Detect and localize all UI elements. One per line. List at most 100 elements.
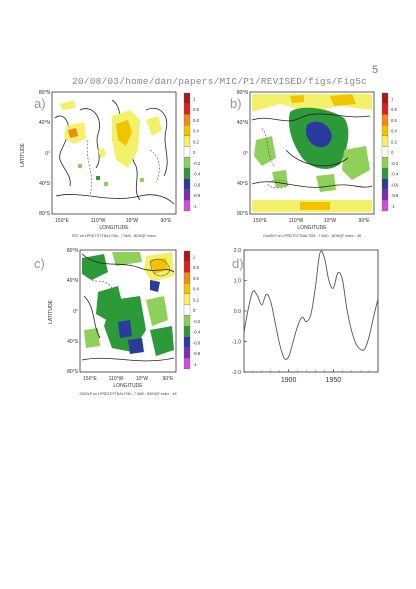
colorbar-label: 0.2 — [193, 297, 199, 302]
colorbar-label: 0.6 — [193, 118, 199, 123]
y-tick-label: -2.0 — [232, 370, 241, 376]
lat-label: 40°S — [237, 181, 249, 187]
map-frame-a — [51, 91, 177, 215]
colorbar-label: -0.6 — [193, 182, 201, 187]
colorbar-label: -0.6 — [193, 340, 201, 345]
lon-label: 10°W — [324, 218, 337, 224]
colorbar-label: 0.8 — [391, 107, 397, 112]
colorbar-swatch — [183, 293, 191, 305]
xlabel-b: LONGITUDE — [297, 225, 327, 231]
colorbar-label: 0 — [193, 308, 196, 313]
lat-labels-c: 80°N 40°N 0° 40°S 80°S — [67, 248, 79, 375]
colorbar-label: -0.4 — [391, 172, 399, 177]
colorbar-label: -0.8 — [193, 193, 201, 198]
colorbar-label: 0.4 — [193, 287, 199, 292]
y-tick-label: 1.0 — [234, 278, 241, 284]
xlabel-c: LONGITUDE — [113, 383, 143, 389]
colorbar-label: -0.6 — [391, 182, 399, 187]
panel-label-c: c) — [34, 256, 45, 271]
colorbar-label: -0.2 — [193, 161, 201, 166]
colorbar-label: 0.2 — [193, 139, 199, 144]
colorbar-label: -0.8 — [391, 193, 399, 198]
colorbar-swatch — [183, 250, 191, 262]
colorbar-swatch — [183, 103, 191, 115]
colorbar-label: 0.4 — [391, 129, 397, 134]
colorbar-swatch — [381, 167, 389, 179]
map-panel-a: a) 80°N 40°N 0° 40°S 80°S 150°E 110°W 10… — [20, 90, 201, 238]
colorbar-swatch — [183, 157, 191, 169]
y-tick-label: 2.0 — [234, 248, 241, 254]
colorbar-swatch — [381, 103, 389, 115]
colorbar-label: -1 — [391, 204, 395, 209]
lat-label: 40°S — [39, 181, 51, 187]
lon-label: 10°W — [136, 376, 149, 382]
colorbar-swatch — [183, 283, 191, 295]
lat-labels-a: 80°N 40°N 0° 40°S 80°S — [39, 90, 51, 217]
lon-label: 90°E — [359, 218, 371, 224]
colorbar-swatch — [381, 92, 389, 104]
colorbar-b: 1 0.8 0.6 0.4 0.2 0 -0.2 -0.4 -0.6 -0.8 -1 — [381, 92, 399, 212]
colorbar-label: 1 — [193, 97, 196, 102]
colorbar-label: -0.4 — [193, 330, 201, 335]
colorbar-swatch — [183, 347, 191, 359]
colorbar-label: 1 — [391, 97, 394, 102]
x-tick-label: 1900 — [281, 377, 297, 384]
colorbar-swatch — [381, 135, 389, 147]
colorbar-swatch — [183, 146, 191, 158]
colorbar-label: 0.2 — [391, 139, 397, 144]
lat-label: 40°N — [39, 120, 51, 126]
colorbar-label: 0.6 — [193, 276, 199, 281]
colorbar-swatch — [183, 167, 191, 179]
colorbar-swatch — [183, 189, 191, 201]
colorbar-swatch — [381, 114, 389, 126]
colorbar-swatch — [183, 178, 191, 190]
colorbar-label: -0.2 — [391, 161, 399, 166]
colorbar-swatch — [381, 200, 389, 212]
chart-plot-area: 2.0 1.0 0.0 -1.0 -2.0 1900 1950 — [232, 248, 379, 384]
lat-label: 0° — [73, 309, 78, 315]
y-tick-label: -1.0 — [232, 339, 241, 345]
lon-labels-c: 150°E 110°W 10°W 90°E — [83, 376, 174, 382]
colorbar-label: 0.8 — [193, 107, 199, 112]
lon-label: 90°E — [161, 218, 173, 224]
colorbar-swatch — [183, 135, 191, 147]
colorbar-swatch — [183, 336, 191, 348]
colorbar-swatch — [381, 178, 389, 190]
panel-label-a: a) — [34, 96, 46, 111]
colorbar-swatch — [183, 325, 191, 337]
colorbar-label: -0.8 — [193, 351, 201, 356]
colorbar-label: 1 — [193, 255, 196, 260]
panel-label-b: b) — [230, 96, 242, 111]
ylabel-a: LATITUDE — [20, 142, 26, 166]
lat-label: 40°S — [67, 339, 79, 345]
colorbar-swatch — [183, 272, 191, 284]
lat-label: 40°N — [67, 278, 79, 284]
map-panel-b: b) 80°N 40°N 0° 40°S 80°S 150°E 110°W 10… — [230, 90, 399, 238]
page-number: 5 — [372, 64, 379, 76]
lat-label: 80°N — [39, 90, 51, 96]
line-chart-d: d) 2.0 1.0 0.0 -1.0 -2.0 1900 1950 — [232, 248, 379, 384]
colorbar-label: -1 — [193, 204, 197, 209]
colorbar-label: 0 — [391, 150, 394, 155]
lat-label: 40°N — [237, 120, 249, 126]
lon-labels-a: 150°E 110°W 10°W 90°E — [55, 218, 172, 224]
caption-a: SST on LPRDTDTTNAL70M - 7.5M0 - BDNQF in… — [72, 234, 156, 238]
lon-labels-b: 150°E 110°W 10°W 90°E — [253, 218, 370, 224]
lon-label: 110°W — [109, 376, 124, 382]
lon-label: 90°E — [163, 376, 175, 382]
lon-label: 10°W — [126, 218, 139, 224]
map-fill-c — [81, 252, 175, 362]
lon-label: 150°E — [55, 218, 69, 224]
header-path: 20/08/03/home/dan/papers/MIC/P1/REVISED/… — [72, 76, 368, 87]
ylabel-c: LATITUDE — [48, 299, 54, 323]
lat-label: 80°S — [237, 211, 249, 217]
lat-label: 80°S — [39, 211, 51, 217]
colorbar-swatch — [381, 125, 389, 137]
lat-label: 0° — [243, 151, 248, 157]
colorbar-a: 1 0.8 0.6 0.4 0.2 0 -0.2 -0.4 -0.6 -0.8 -1 — [183, 92, 201, 212]
colorbar-swatch — [381, 146, 389, 158]
panel-label-d: d) — [232, 256, 244, 271]
map-fill-a — [54, 99, 175, 205]
series-line — [243, 250, 379, 360]
